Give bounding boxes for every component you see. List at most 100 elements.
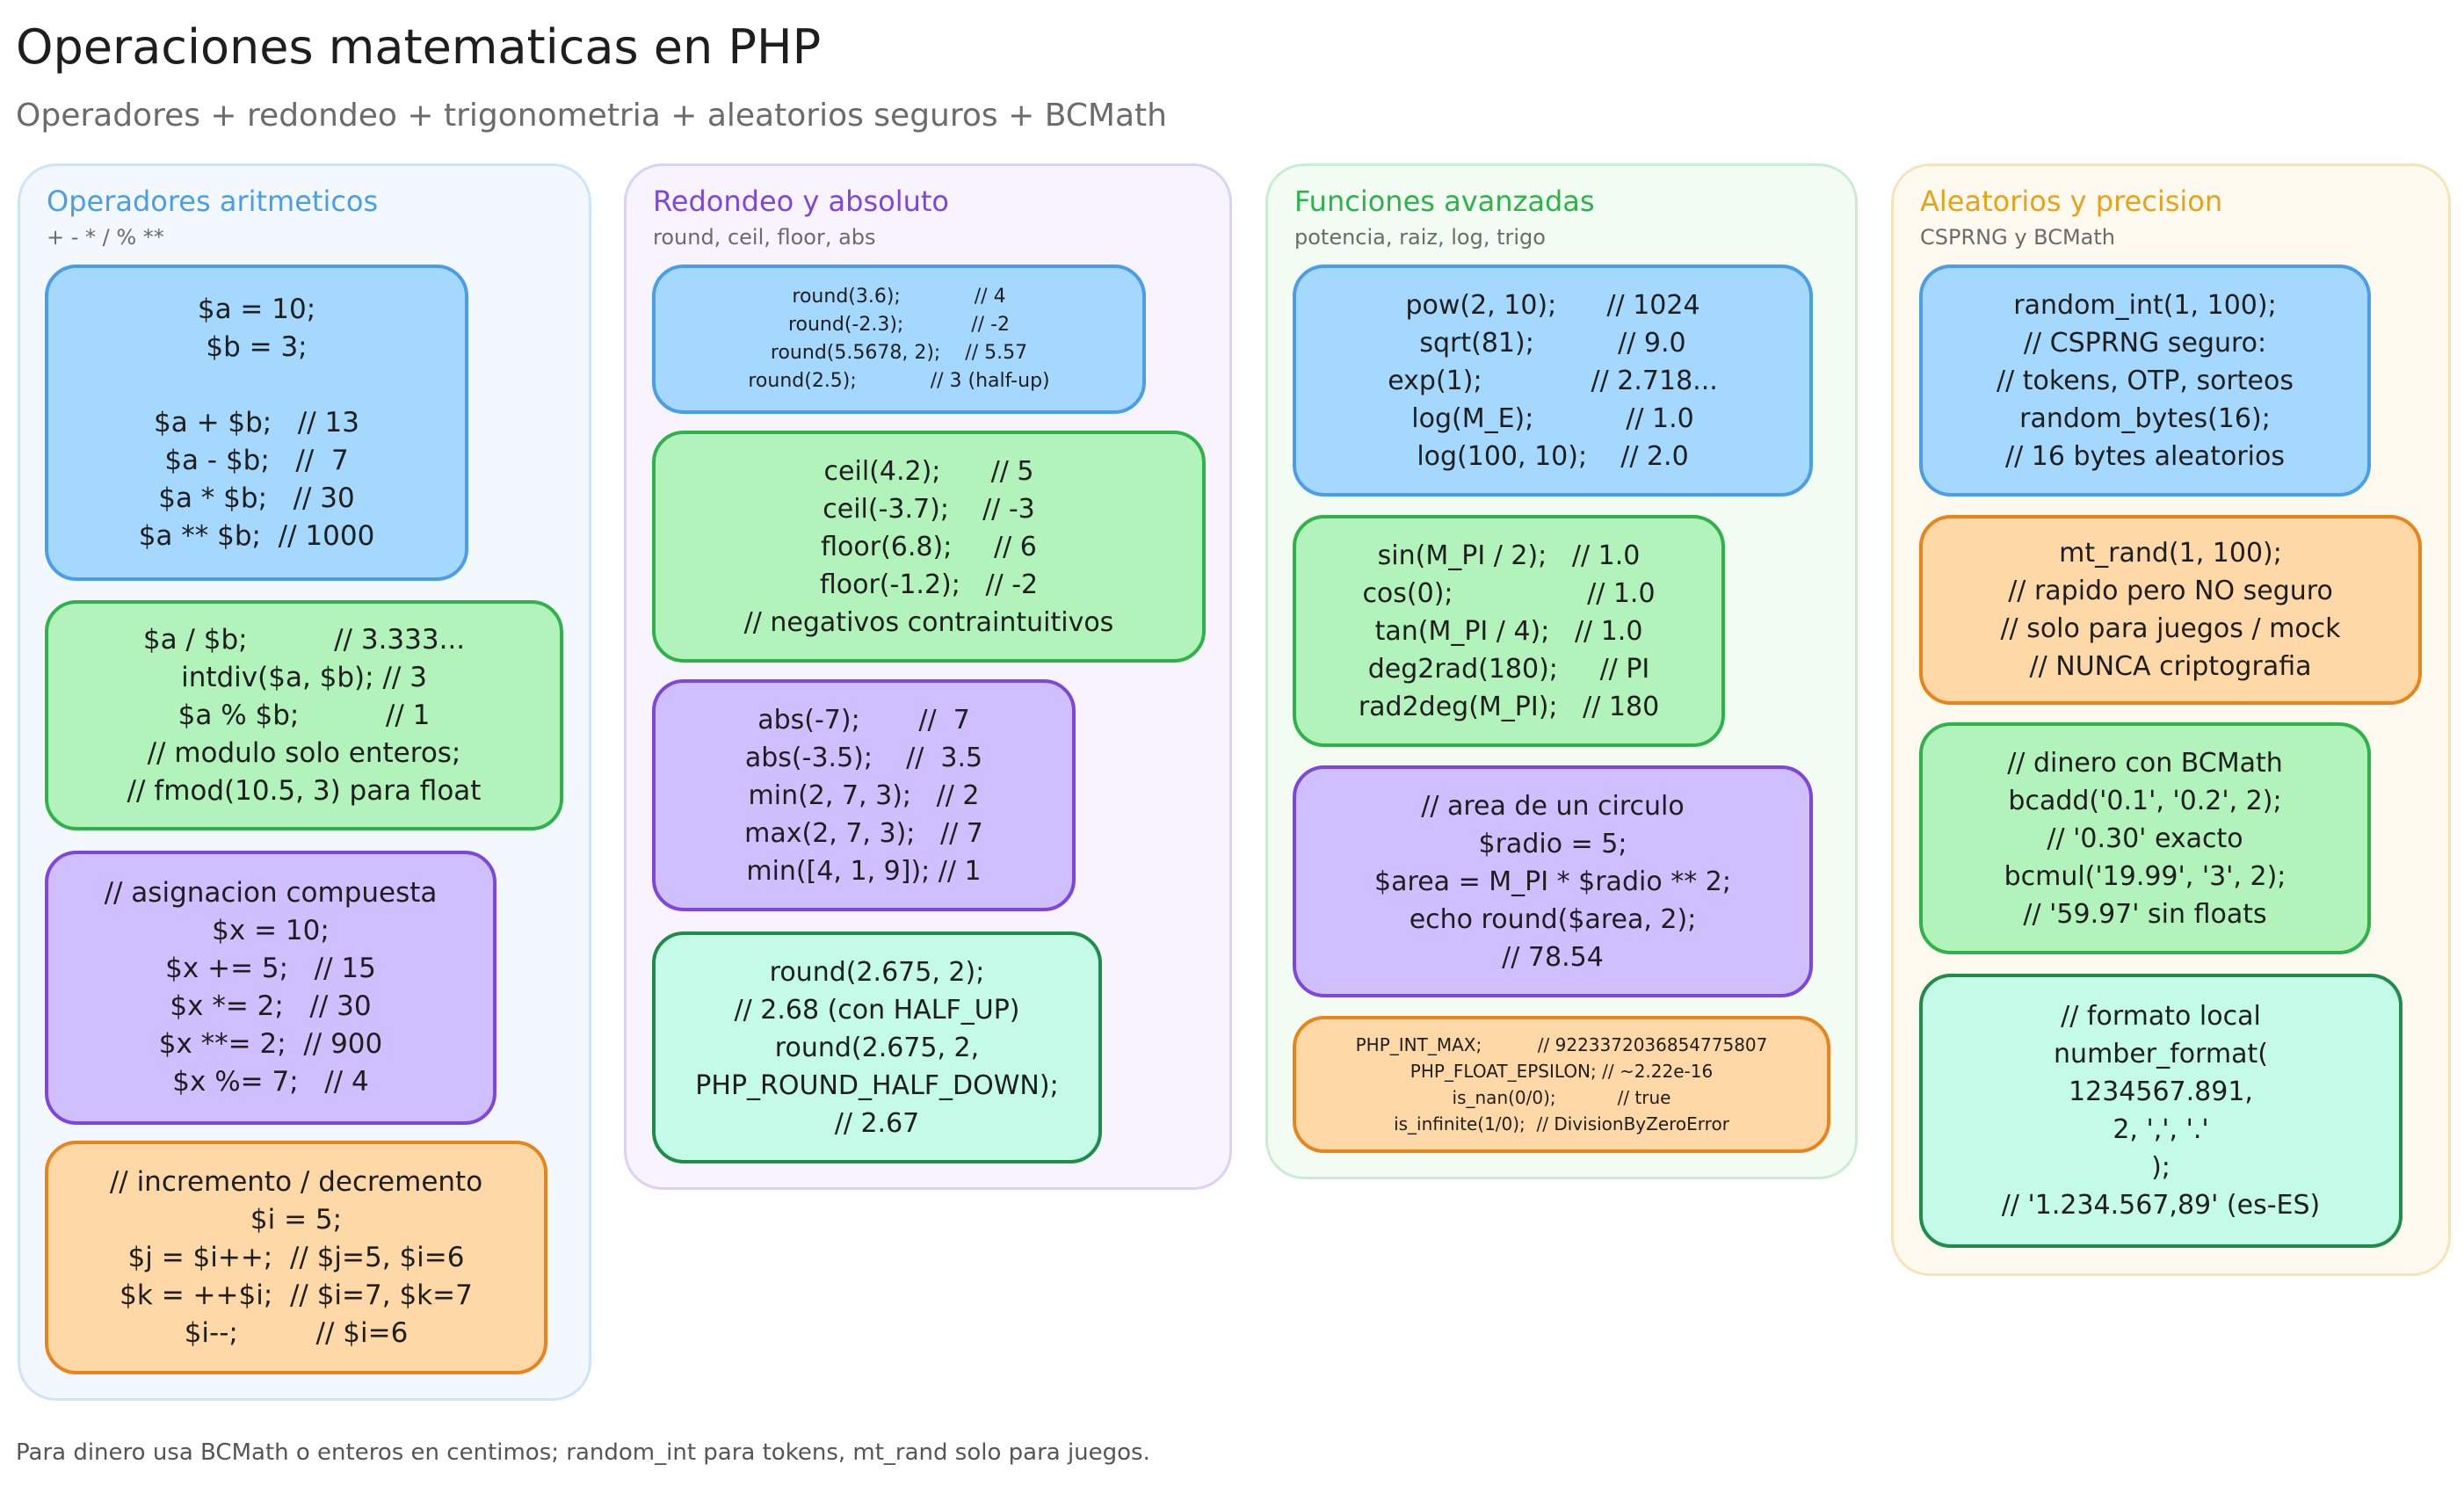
code-line: // tokens, OTP, sorteos (1997, 365, 2294, 396)
card-compound-assignment: // asignacion compuesta $x = 10; $x += 5… (45, 851, 496, 1125)
code-line: random_bytes(16); (2019, 402, 2271, 434)
code-line: $x += 5; // 15 (165, 953, 376, 984)
code-line: is_nan(0/0); // true (1452, 1087, 1671, 1108)
code-line: $radio = 5; (1478, 828, 1627, 859)
card-increment-decrement: // incremento / decremento $i = 5; $j = … (45, 1141, 547, 1374)
code-line: // solo para juegos / mock (2000, 613, 2341, 644)
code-line: log(M_E); // 1.0 (1411, 402, 1694, 434)
code-line: 2, ',', '.' (2113, 1114, 2209, 1145)
code-line: $a + $b; // 13 (154, 406, 359, 439)
code-line: $a ** $b; // 1000 (138, 519, 375, 552)
card-round: round(3.6); // 4 round(-2.3); // -2 roun… (652, 265, 1146, 414)
code-line: deg2rad(180); // PI (1367, 653, 1650, 685)
card-mt-rand: mt_rand(1, 100); // rapido pero NO segur… (1919, 515, 2422, 705)
card-arithmetic-basic: $a = 10; $b = 3; ​ $a + $b; // 13 $a - $… (45, 265, 468, 581)
code-line: round(5.5678, 2); // 5.57 (770, 342, 1028, 364)
code-line: // 78.54 (1502, 941, 1604, 973)
card-bcmath: // dinero con BCMath bcadd('0.1', '0.2',… (1919, 722, 2371, 954)
code-line: // fmod(10.5, 3) para float (127, 774, 482, 807)
column-title: Aleatorios y precision (1920, 185, 2223, 218)
code-line: bcmul('19.99', '3', 2); (2004, 860, 2286, 892)
card-round-modes: round(2.675, 2); // 2.68 (con HALF_UP) r… (652, 931, 1102, 1163)
code-line: // 2.68 (con HALF_UP) (734, 994, 1020, 1026)
code-line: // incremento / decremento (109, 1165, 483, 1198)
code-line: rad2deg(M_PI); // 180 (1358, 691, 1660, 722)
code-line: is_infinite(1/0); // DivisionByZeroError (1394, 1113, 1729, 1134)
code-line: $a / $b; // 3.333... (142, 623, 466, 656)
page-title: Operaciones matematicas en PHP (16, 19, 822, 75)
code-line: abs(-3.5); // 3.5 (744, 742, 983, 773)
code-line: $x **= 2; // 900 (158, 1028, 383, 1060)
card-division-modulo: $a / $b; // 3.333... intdiv($a, $b); // … (45, 600, 563, 830)
code-line: $x %= 7; // 4 (172, 1066, 369, 1098)
code-line: round(2.675, 2, (774, 1032, 980, 1063)
column-title: Operadores aritmeticos (47, 185, 379, 218)
code-line: min([4, 1, 9]); // 1 (746, 855, 982, 887)
code-line: mt_rand(1, 100); (2059, 538, 2282, 569)
column-subtitle: round, ceil, floor, abs (653, 225, 876, 250)
code-line: // NUNCA criptografia (2029, 651, 2312, 682)
code-line: $b = 3; (206, 330, 308, 363)
code-line: $x *= 2; // 30 (170, 990, 372, 1022)
code-line: tan(M_PI / 4); // 1.0 (1374, 615, 1643, 647)
card-random-int: random_int(1, 100); // CSPRNG seguro: //… (1919, 265, 2371, 497)
column-title: Redondeo y absoluto (653, 185, 949, 218)
code-line: number_format( (2054, 1039, 2268, 1069)
code-line: exp(1); // 2.718... (1388, 365, 1718, 396)
code-line: cos(0); // 1.0 (1362, 577, 1656, 609)
code-line: // '59.97' sin floats (2023, 898, 2267, 930)
code-line: 1234567.891, (2069, 1076, 2253, 1107)
card-ceil-floor: ceil(4.2); // 5 ceil(-3.7); // -3 floor(… (652, 431, 1206, 663)
card-number-format: // formato local number_format( 1234567.… (1919, 974, 2402, 1248)
code-line: // rapido pero NO seguro (2008, 576, 2333, 606)
code-line: PHP_ROUND_HALF_DOWN); (695, 1069, 1059, 1101)
code-line: pow(2, 10); // 1024 (1405, 289, 1700, 321)
code-line: floor(6.8); // 6 (821, 531, 1037, 562)
card-circle-area: // area de un circulo $radio = 5; $area … (1293, 765, 1813, 997)
code-line: round(2.675, 2); (769, 956, 985, 988)
card-pow-sqrt-log: pow(2, 10); // 1024 sqrt(81); // 9.0 exp… (1293, 265, 1813, 497)
code-line: // 16 bytes aleatorios (2005, 440, 2285, 472)
code-line: floor(-1.2); // -2 (819, 569, 1039, 600)
code-line: $a % $b; // 1 (178, 699, 431, 731)
code-line: $area = M_PI * $radio ** 2; (1374, 866, 1731, 897)
code-line: // formato local (2061, 1001, 2261, 1032)
column-title: Funciones avanzadas (1294, 185, 1595, 218)
page-subtitle: Operadores + redondeo + trigonometria + … (16, 98, 1167, 134)
code-line: echo round($area, 2); (1409, 903, 1697, 935)
code-line: // area de un circulo (1421, 790, 1685, 822)
code-line: ceil(-3.7); // -3 (823, 493, 1035, 525)
code-line: round(2.5); // 3 (half-up) (748, 370, 1050, 392)
code-line: $a - $b; // 7 (164, 444, 349, 476)
code-line: PHP_FLOAT_EPSILON; // ~2.22e-16 (1410, 1061, 1714, 1082)
code-line: // modulo solo enteros; (147, 736, 461, 769)
code-line: sin(M_PI / 2); // 1.0 (1377, 540, 1641, 571)
code-line: round(3.6); // 4 (792, 286, 1006, 308)
code-line: $i = 5; (250, 1203, 343, 1236)
code-line: $k = ++$i; // $i=7, $k=7 (120, 1279, 473, 1311)
code-line: // 2.67 (834, 1107, 920, 1139)
code-line: log(100, 10); // 2.0 (1417, 440, 1689, 472)
column-subtitle: potencia, raiz, log, trigo (1294, 225, 1546, 250)
code-line: ceil(4.2); // 5 (823, 455, 1034, 487)
code-line: PHP_INT_MAX; // 9223372036854775807 (1355, 1034, 1768, 1055)
code-line: bcadd('0.1', '0.2', 2); (2008, 785, 2282, 816)
code-line: intdiv($a, $b); // 3 (181, 661, 427, 693)
code-line: $j = $i++; // $j=5, $i=6 (127, 1241, 465, 1273)
footer-note: Para dinero usa BCMath o enteros en cent… (16, 1439, 1150, 1466)
code-line: min(2, 7, 3); // 2 (748, 779, 980, 811)
card-constants: PHP_INT_MAX; // 9223372036854775807 PHP_… (1293, 1016, 1830, 1153)
code-line: // negativos contraintuitivos (743, 606, 1114, 638)
code-line: // dinero con BCMath (2007, 747, 2283, 779)
column-subtitle: CSPRNG y BCMath (1920, 225, 2115, 250)
code-line: random_int(1, 100); (2013, 289, 2277, 321)
code-line: $i--; // $i=6 (184, 1316, 409, 1349)
code-line: $x = 10; (212, 915, 330, 946)
code-line: // '1.234.567,89' (es-ES) (2001, 1190, 2321, 1221)
code-line: $a * $b; // 30 (158, 482, 355, 514)
code-line: ); (2151, 1152, 2170, 1183)
code-line: max(2, 7, 3); // 7 (744, 817, 983, 849)
code-line: abs(-7); // 7 (757, 704, 970, 736)
code-line: sqrt(81); // 9.0 (1419, 327, 1686, 359)
card-trigonometry: sin(M_PI / 2); // 1.0 cos(0); // 1.0 tan… (1293, 515, 1725, 747)
